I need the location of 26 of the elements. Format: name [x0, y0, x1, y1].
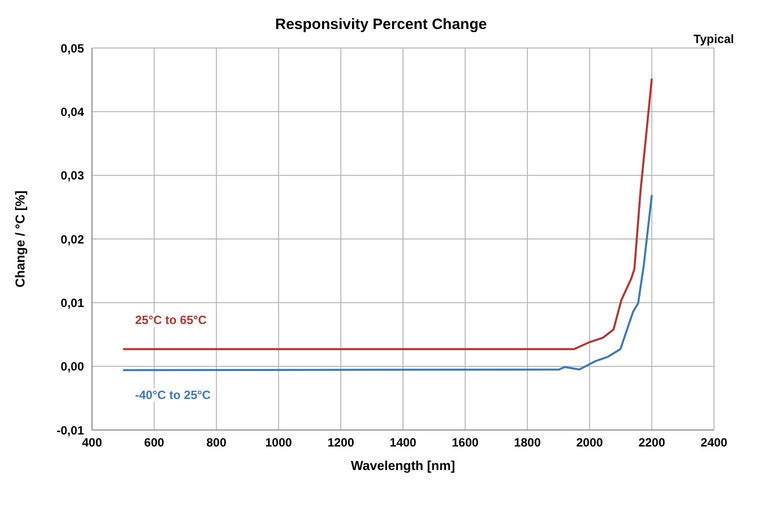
- series-label: -40°C to 25°C: [131, 388, 215, 402]
- chart-title: Responsivity Percent Change: [274, 16, 488, 33]
- x-tick-label: 600: [144, 436, 165, 450]
- x-tick-label: 2400: [700, 436, 728, 450]
- x-axis-title: Wavelength [nm]: [350, 458, 456, 473]
- y-tick-label: 0,01: [60, 296, 84, 310]
- y-tick-label: -0,01: [56, 423, 84, 438]
- text: Typical: [694, 32, 734, 46]
- x-tick-label: 800: [206, 436, 227, 450]
- x-tick-label: 1400: [390, 436, 417, 450]
- y-tick-label: 0,02: [60, 232, 84, 246]
- x-tick-label: 2000: [576, 436, 604, 450]
- y-tick-label: 0,00: [60, 360, 84, 374]
- line-series: [122, 194, 653, 372]
- line-series: [122, 78, 653, 350]
- x-tick-label: 400: [82, 436, 102, 450]
- y-tick-label: 0,04: [60, 104, 84, 119]
- x-tick-label: 1000: [265, 436, 292, 450]
- y-axis-title: Change / °C [%]: [12, 190, 28, 288]
- x-tick-label: 1200: [327, 436, 354, 450]
- series-label: 25°C to 65°C: [131, 313, 211, 328]
- x-tick-label: 2200: [638, 436, 666, 450]
- y-tick-label: 0,03: [60, 168, 84, 183]
- x-tick-label: 1600: [452, 436, 479, 450]
- y-tick-label: 0,05: [60, 41, 84, 56]
- x-tick-label: 1800: [514, 436, 542, 450]
